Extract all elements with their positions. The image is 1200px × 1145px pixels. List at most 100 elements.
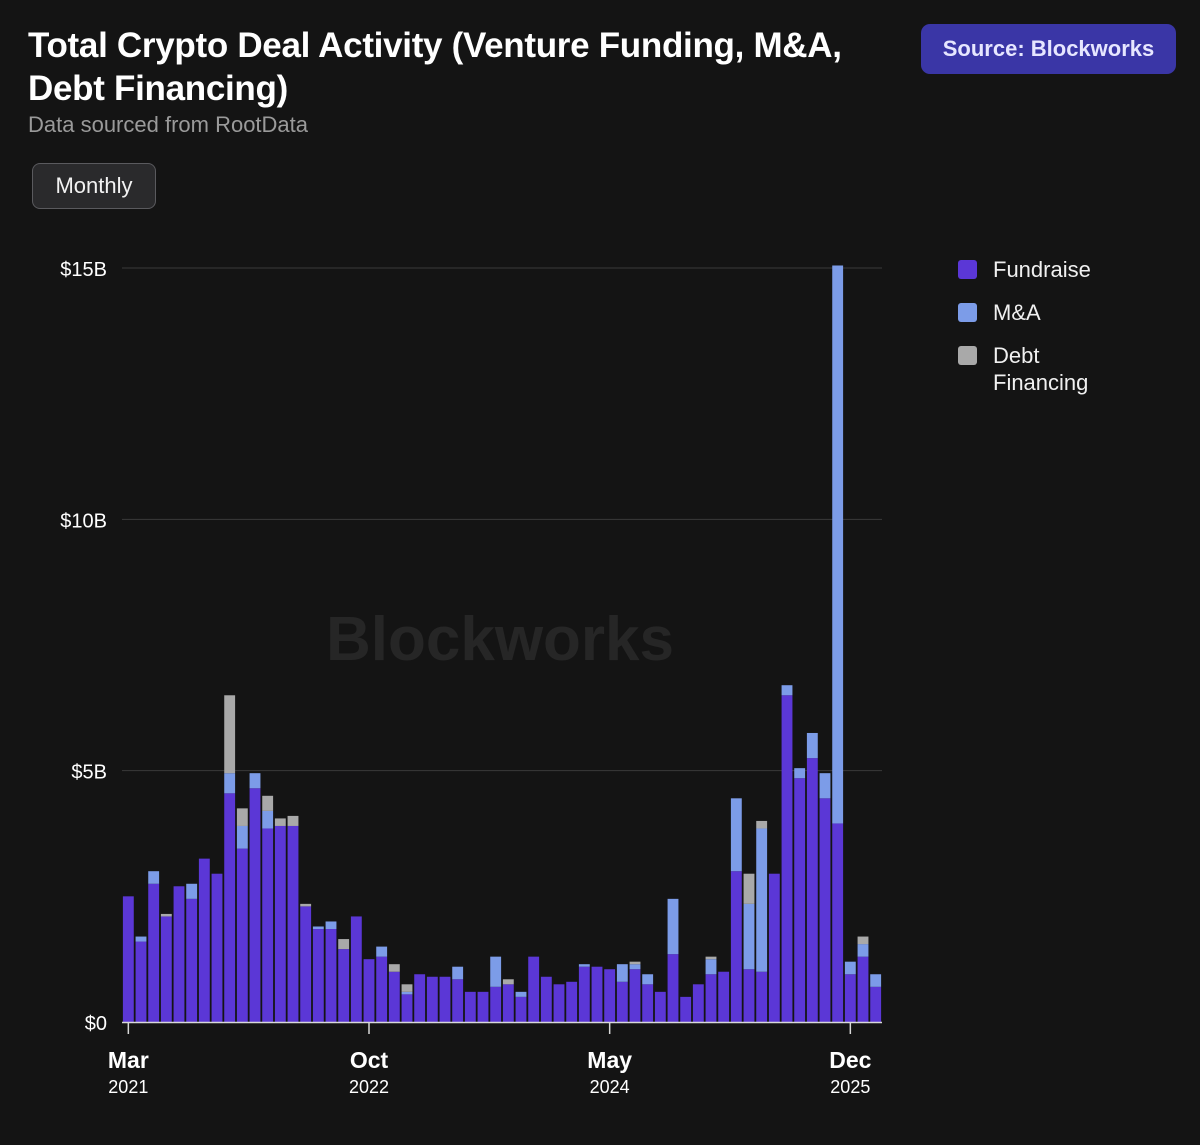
bar-ma[interactable] [844,961,856,975]
bar-fundraise[interactable] [426,976,438,1022]
bar-ma[interactable] [401,991,413,995]
bar-ma[interactable] [186,883,198,899]
bar-fundraise[interactable] [794,778,806,1022]
bar-ma[interactable] [870,974,882,987]
bar-ma[interactable] [224,773,236,794]
bar-ma[interactable] [667,898,679,955]
bar-fundraise[interactable] [553,984,565,1022]
bar-fundraise[interactable] [477,991,489,1022]
bar-fundraise[interactable] [667,954,679,1022]
bar-ma[interactable] [806,732,818,759]
bar-fundraise[interactable] [502,984,514,1022]
bar-ma[interactable] [832,265,844,824]
bar-ma[interactable] [781,685,793,696]
bar-debt-financing[interactable] [274,818,286,826]
bar-debt-financing[interactable] [857,936,869,945]
bar-ma[interactable] [730,798,742,872]
source-button[interactable]: Source: Blockworks [921,24,1176,74]
bar-fundraise[interactable] [376,956,388,1022]
bar-ma[interactable] [794,768,806,779]
bar-ma[interactable] [515,991,527,997]
bar-fundraise[interactable] [490,986,502,1022]
bar-debt-financing[interactable] [388,964,400,972]
bar-fundraise[interactable] [629,969,641,1022]
bar-fundraise[interactable] [616,981,628,1022]
bar-debt-financing[interactable] [743,873,755,904]
bar-ma[interactable] [629,964,641,970]
period-toggle-button[interactable]: Monthly [32,163,156,209]
bar-ma[interactable] [376,946,388,957]
bar-fundraise[interactable] [262,828,274,1022]
bar-fundraise[interactable] [464,991,476,1022]
bar-ma[interactable] [249,773,261,789]
bar-fundraise[interactable] [135,941,147,1022]
bar-fundraise[interactable] [870,986,882,1022]
bar-fundraise[interactable] [718,971,730,1022]
bar-fundraise[interactable] [680,996,692,1022]
bar-fundraise[interactable] [756,971,768,1022]
bar-fundraise[interactable] [566,981,578,1022]
bar-debt-financing[interactable] [502,979,514,985]
bar-ma[interactable] [705,959,717,975]
bar-debt-financing[interactable] [401,984,413,992]
bar-fundraise[interactable] [338,949,350,1022]
bar-fundraise[interactable] [654,991,666,1022]
bar-fundraise[interactable] [388,971,400,1022]
bar-fundraise[interactable] [401,994,413,1022]
bar-fundraise[interactable] [452,979,464,1022]
bar-fundraise[interactable] [692,984,704,1022]
bar-fundraise[interactable] [540,976,552,1022]
bar-fundraise[interactable] [160,916,172,1022]
bar-fundraise[interactable] [819,798,831,1022]
bar-debt-financing[interactable] [338,939,350,950]
bar-fundraise[interactable] [768,873,780,1022]
bar-debt-financing[interactable] [756,820,768,829]
bar-fundraise[interactable] [224,793,236,1022]
legend-item-debt-financing[interactable]: Debt Financing [958,342,1158,396]
bar-ma[interactable] [148,871,160,884]
bar-ma[interactable] [578,964,590,967]
bar-ma[interactable] [756,828,768,972]
bar-fundraise[interactable] [122,896,134,1022]
bar-fundraise[interactable] [236,848,248,1022]
bar-fundraise[interactable] [857,956,869,1022]
bar-ma[interactable] [616,964,628,982]
bar-debt-financing[interactable] [262,795,274,811]
bar-ma[interactable] [262,810,274,829]
bar-fundraise[interactable] [604,969,616,1022]
bar-ma[interactable] [452,966,464,980]
bar-ma[interactable] [642,974,654,985]
bar-fundraise[interactable] [173,886,185,1022]
bar-fundraise[interactable] [844,974,856,1022]
bar-fundraise[interactable] [186,898,198,1022]
bar-debt-financing[interactable] [224,695,236,774]
bar-fundraise[interactable] [312,929,324,1022]
bar-debt-financing[interactable] [705,956,717,960]
bar-debt-financing[interactable] [287,815,299,826]
bar-fundraise[interactable] [515,996,527,1022]
bar-fundraise[interactable] [414,974,426,1022]
bar-ma[interactable] [743,903,755,970]
bar-fundraise[interactable] [274,825,286,1022]
bar-fundraise[interactable] [249,788,261,1022]
bar-fundraise[interactable] [148,883,160,1022]
legend-item-ma[interactable]: M&A [958,299,1158,326]
bar-fundraise[interactable] [528,956,540,1022]
bar-fundraise[interactable] [591,966,603,1022]
bar-ma[interactable] [857,944,869,957]
bar-ma[interactable] [819,773,831,799]
bar-ma[interactable] [312,926,324,929]
bar-debt-financing[interactable] [236,808,248,826]
bar-fundraise[interactable] [363,959,375,1022]
bar-fundraise[interactable] [211,873,223,1022]
legend-item-fundraise[interactable]: Fundraise [958,256,1158,283]
bar-ma[interactable] [236,825,248,849]
bar-fundraise[interactable] [287,825,299,1022]
bar-fundraise[interactable] [730,871,742,1022]
bar-debt-financing[interactable] [160,913,172,917]
bar-fundraise[interactable] [642,984,654,1022]
bar-ma[interactable] [490,956,502,987]
bar-debt-financing[interactable] [629,961,641,965]
bar-fundraise[interactable] [705,974,717,1022]
bar-ma[interactable] [325,921,337,930]
